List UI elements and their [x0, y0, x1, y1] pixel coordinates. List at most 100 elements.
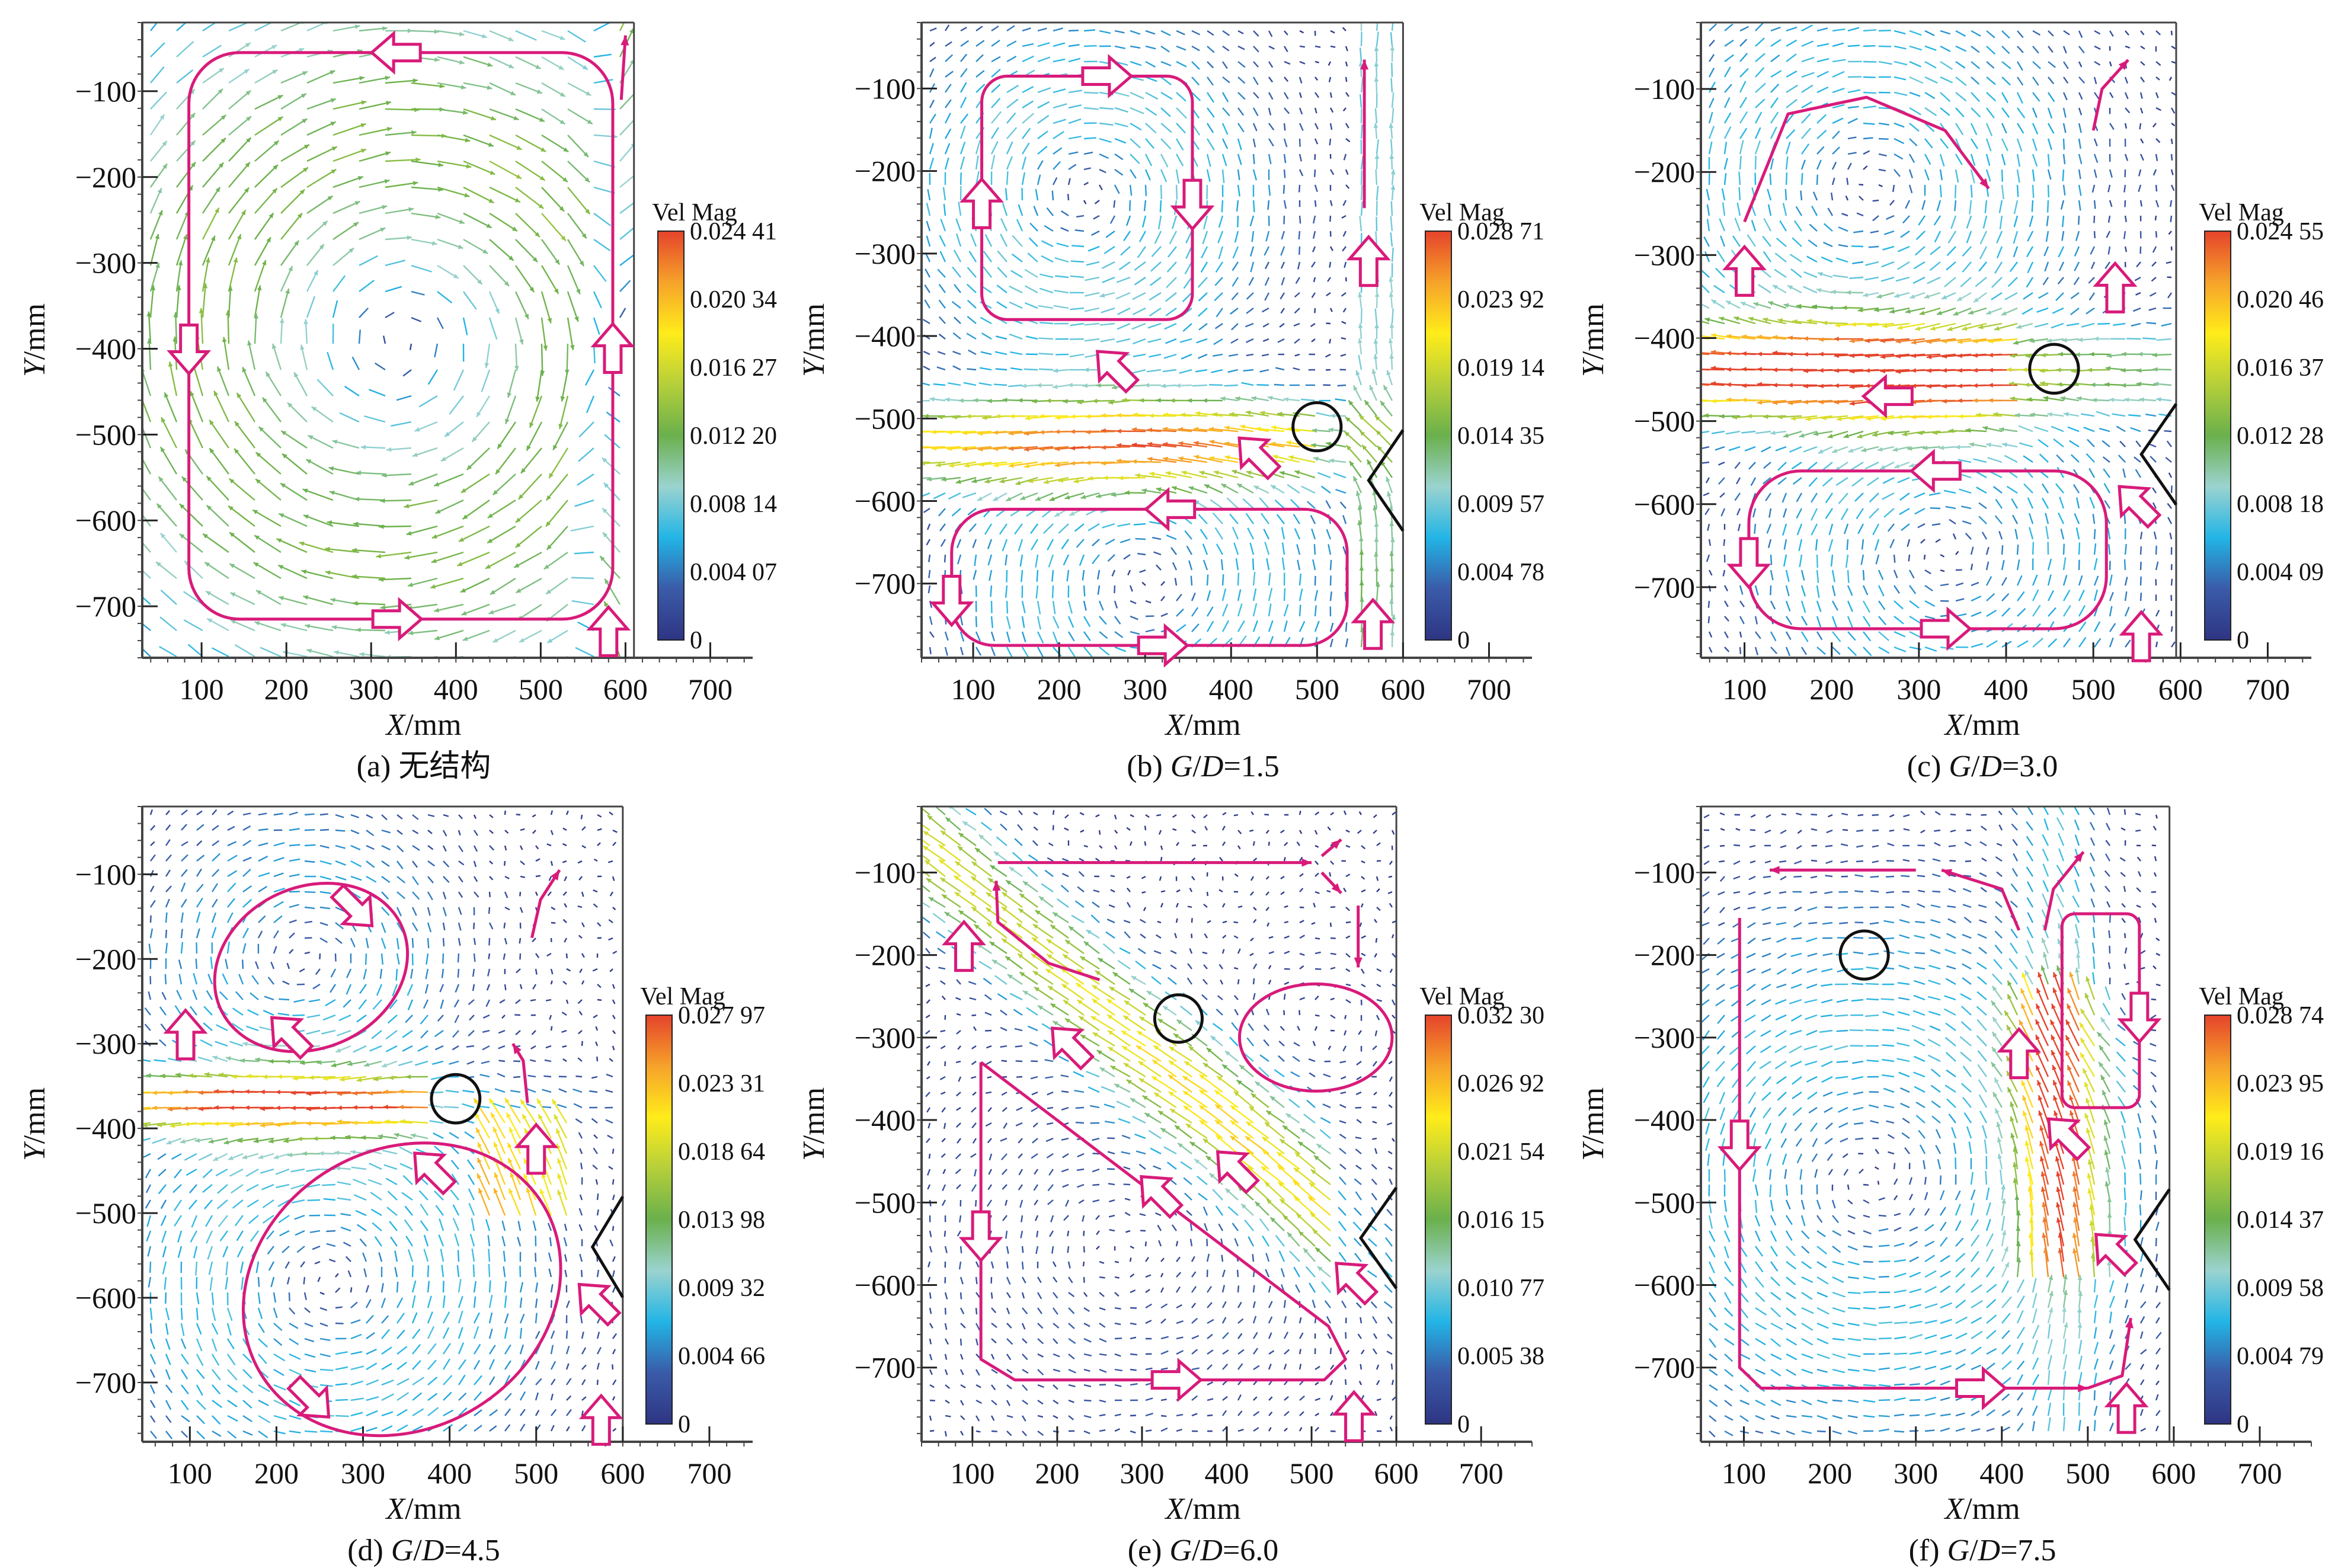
- velocity-vector: [2001, 153, 2006, 166]
- velocity-vector: [1134, 261, 1146, 271]
- vector-arrowhead: [1359, 15, 1364, 20]
- velocity-vector: [242, 840, 252, 847]
- velocity-vector: [1863, 137, 1873, 140]
- velocity-vector: [994, 351, 1008, 356]
- velocity-vector: [304, 906, 315, 910]
- velocity-vector: [385, 1045, 398, 1052]
- velocity-vector: [229, 1041, 244, 1047]
- velocity-vector: [2094, 30, 2101, 35]
- velocity-vector: [515, 999, 521, 1004]
- y-tick-label: −100: [75, 75, 136, 108]
- velocity-vector: [1786, 53, 1797, 62]
- velocity-vector: [574, 551, 594, 555]
- vector-arrowhead: [508, 255, 514, 261]
- velocity-vector: [200, 308, 204, 344]
- vector-arrowhead: [168, 361, 173, 367]
- velocity-vector: [1314, 590, 1319, 601]
- velocity-vector: [619, 175, 634, 188]
- vector-arrowhead: [1267, 395, 1273, 401]
- velocity-vector: [485, 551, 516, 569]
- velocity-vector: [1894, 60, 1908, 66]
- velocity-vector: [953, 249, 962, 263]
- velocity-vector: [1298, 92, 1302, 98]
- velocity-vector: [254, 535, 282, 553]
- velocity-vector: [1975, 471, 1987, 479]
- vector-arrowhead: [485, 564, 491, 569]
- vector-arrowhead: [1358, 323, 1363, 328]
- vector-arrowhead: [1878, 447, 1883, 452]
- velocity-vector: [1021, 600, 1026, 613]
- velocity-vector: [2036, 307, 2049, 313]
- vector-arrowhead: [487, 85, 492, 90]
- velocity-vector: [1175, 184, 1178, 200]
- velocity-vector: [1909, 107, 1921, 116]
- vector-arrowhead: [1009, 463, 1014, 468]
- velocity-vector: [2092, 514, 2096, 524]
- velocity-vector: [2062, 184, 2066, 196]
- velocity-vector: [1067, 600, 1073, 614]
- velocity-vector: [366, 844, 375, 850]
- vector-arrowhead: [935, 462, 941, 468]
- velocity-vector: [925, 268, 931, 278]
- velocity-vector: [264, 996, 274, 1001]
- velocity-vector: [332, 221, 359, 240]
- velocity-vector: [1006, 84, 1019, 94]
- vector-arrowhead: [1790, 416, 1796, 421]
- vector-arrowhead: [1039, 414, 1044, 419]
- vector-arrowhead: [1271, 485, 1277, 490]
- velocity-vector: [1154, 231, 1162, 244]
- velocity-vector: [299, 542, 334, 553]
- velocity-vector: [2060, 529, 2065, 540]
- vector-arrowhead: [1866, 416, 1871, 421]
- velocity-vector: [2045, 513, 2049, 524]
- vector-arrowhead: [398, 1089, 404, 1094]
- velocity-vector: [1878, 616, 1886, 626]
- velocity-vector: [1216, 308, 1223, 318]
- velocity-vector: [289, 919, 297, 924]
- velocity-vector: [159, 446, 178, 475]
- x-tick-label: 100: [951, 673, 996, 706]
- velocity-vector: [1114, 107, 1128, 113]
- colorbar-tick-label: 0.023 92: [1457, 286, 1544, 313]
- velocity-vector: [2104, 500, 2111, 509]
- velocity-vector: [1770, 84, 1780, 93]
- vector-arrowhead: [929, 396, 935, 402]
- velocity-vector: [2083, 427, 2095, 433]
- velocity-vector: [535, 968, 538, 975]
- velocity-vector: [356, 1015, 367, 1023]
- velocity-vector: [2155, 231, 2158, 238]
- vector-arrowhead: [1783, 433, 1789, 438]
- velocity-vector: [1739, 600, 1745, 607]
- vector-arrowhead: [1374, 46, 1379, 52]
- velocity-vector: [1068, 30, 1079, 32]
- flow-direction-arrow-icon: [2118, 485, 2162, 529]
- velocity-vector: [427, 369, 439, 385]
- vector-arrowhead: [482, 249, 488, 254]
- vector-arrowhead: [492, 489, 498, 495]
- vector-arrowhead: [190, 162, 196, 168]
- velocity-vector: [2132, 307, 2141, 312]
- velocity-vector: [2093, 231, 2096, 239]
- vector-arrowhead: [1932, 430, 1938, 436]
- velocity-vector: [1725, 430, 1741, 435]
- vector-arrowhead: [574, 316, 579, 322]
- velocity-vector: [1376, 139, 1379, 155]
- velocity-vector: [458, 937, 461, 946]
- velocity-vector: [595, 1026, 599, 1031]
- velocity-vector: [2125, 45, 2131, 49]
- velocity-vector: [254, 187, 278, 214]
- velocity-vector: [202, 533, 229, 553]
- velocity-vector: [1828, 523, 1834, 536]
- velocity-vector: [1105, 538, 1115, 545]
- vector-arrowhead: [253, 562, 259, 567]
- velocity-vector: [437, 186, 470, 197]
- velocity-vector: [2103, 468, 2110, 478]
- velocity-vector: [1134, 277, 1146, 286]
- x-tick-label: 100: [180, 673, 224, 706]
- circulation-path: [187, 51, 615, 621]
- velocity-vector: [489, 82, 516, 96]
- velocity-vector: [1252, 603, 1258, 617]
- vector-arrowhead: [155, 263, 160, 268]
- velocity-vector: [443, 860, 450, 868]
- velocity-vector: [359, 255, 378, 267]
